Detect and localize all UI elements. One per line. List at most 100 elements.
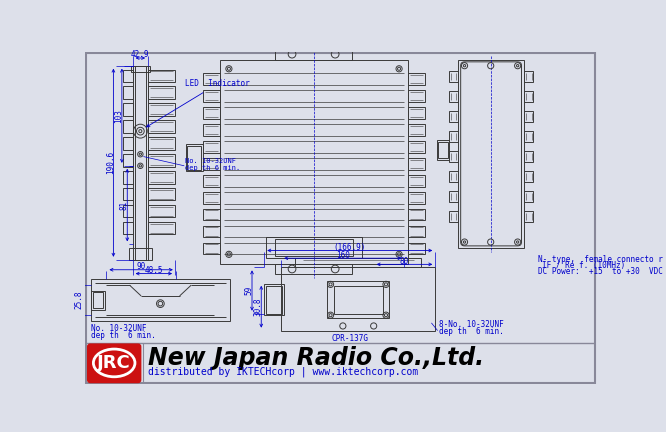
Text: 90: 90 [137, 262, 146, 271]
Bar [408, 175, 426, 187]
Bar [408, 107, 426, 119]
Bar [186, 144, 202, 171]
Bar [148, 70, 175, 82]
Text: 103: 103 [115, 109, 123, 123]
Bar [264, 284, 284, 315]
Text: 190.6: 190.6 [106, 151, 115, 174]
Bar [148, 121, 175, 133]
Text: CPR-137G: CPR-137G [331, 334, 368, 343]
Bar [408, 243, 426, 254]
Bar [524, 191, 533, 202]
Text: 160: 160 [336, 251, 350, 260]
Bar [148, 205, 175, 217]
Text: 42.9: 42.9 [131, 51, 150, 60]
Bar [123, 188, 133, 200]
Bar [524, 151, 533, 162]
Bar [524, 91, 533, 102]
Bar [408, 192, 426, 203]
Bar [123, 121, 133, 133]
Bar [202, 124, 220, 136]
Bar [449, 91, 458, 102]
Bar [202, 243, 220, 254]
Bar [408, 90, 426, 102]
Bar [123, 70, 133, 82]
Bar [202, 90, 220, 102]
Bar [458, 60, 524, 248]
Text: (166.9): (166.9) [334, 243, 366, 252]
Bar [129, 248, 152, 260]
Bar [123, 171, 133, 184]
Text: No. 10-32UNF: No. 10-32UNF [185, 159, 236, 165]
Text: 25.8: 25.8 [74, 291, 83, 309]
Bar [449, 171, 458, 182]
Text: dep th  6 min.: dep th 6 min. [91, 330, 156, 340]
Bar [202, 141, 220, 152]
Text: distributed by IKTECHcorp | www.iktechcorp.com: distributed by IKTECHcorp | www.iktechco… [148, 366, 418, 377]
Bar [334, 286, 383, 314]
Bar [202, 226, 220, 238]
Bar [148, 171, 175, 184]
Bar [202, 209, 220, 220]
Bar [449, 131, 458, 142]
Text: New Japan Radio Co.,Ltd.: New Japan Radio Co.,Ltd. [148, 346, 484, 369]
Bar [524, 171, 533, 182]
Text: dep th  6 min.: dep th 6 min. [439, 327, 504, 336]
Bar [202, 175, 220, 187]
Bar [123, 103, 133, 116]
Text: No. 10-32UNF: No. 10-32UNF [91, 324, 147, 334]
Bar [275, 49, 352, 60]
Bar [328, 281, 389, 318]
Bar [123, 137, 133, 149]
Bar [408, 141, 426, 152]
Bar [408, 209, 426, 220]
Bar [438, 142, 448, 158]
Bar [202, 73, 220, 85]
Bar [148, 86, 175, 99]
Bar [449, 111, 458, 122]
Bar [123, 222, 133, 234]
Bar [133, 66, 148, 260]
Bar [524, 211, 533, 222]
Bar [148, 222, 175, 234]
Bar [148, 103, 175, 116]
Text: 59: 59 [244, 286, 254, 295]
Bar [524, 111, 533, 122]
Ellipse shape [93, 349, 135, 377]
Text: JRC: JRC [97, 354, 131, 372]
Text: LED  Indicator: LED Indicator [147, 79, 250, 127]
Bar [123, 205, 133, 217]
Bar [148, 154, 175, 167]
Bar [449, 211, 458, 222]
Bar [437, 140, 449, 160]
Text: dep th 6 min.: dep th 6 min. [185, 165, 240, 171]
Bar [202, 158, 220, 170]
Text: 30.8: 30.8 [254, 298, 262, 316]
Bar [202, 192, 220, 203]
Bar [524, 71, 533, 82]
FancyBboxPatch shape [88, 344, 141, 382]
Bar [295, 258, 422, 267]
Bar [91, 291, 105, 310]
Bar [266, 286, 282, 314]
Text: DC Power:  +15  to +30  VDC: DC Power: +15 to +30 VDC [537, 267, 663, 276]
Bar [275, 239, 353, 256]
Bar [123, 154, 133, 167]
Bar [148, 137, 175, 149]
Text: 81: 81 [120, 200, 129, 210]
Bar [275, 264, 352, 274]
Text: IF / Re f. (10MHz): IF / Re f. (10MHz) [542, 261, 625, 270]
Bar [266, 237, 362, 258]
Bar [408, 158, 426, 170]
Bar [408, 73, 426, 85]
Bar [93, 292, 103, 308]
Bar [408, 124, 426, 136]
Text: 80: 80 [400, 257, 409, 266]
Bar [202, 107, 220, 119]
Bar [449, 151, 458, 162]
Bar [123, 86, 133, 99]
Bar [449, 191, 458, 202]
Bar [524, 131, 533, 142]
Text: 48.5: 48.5 [145, 266, 163, 275]
Bar [187, 146, 201, 170]
Text: N- type,  female connecto r: N- type, female connecto r [537, 255, 663, 264]
